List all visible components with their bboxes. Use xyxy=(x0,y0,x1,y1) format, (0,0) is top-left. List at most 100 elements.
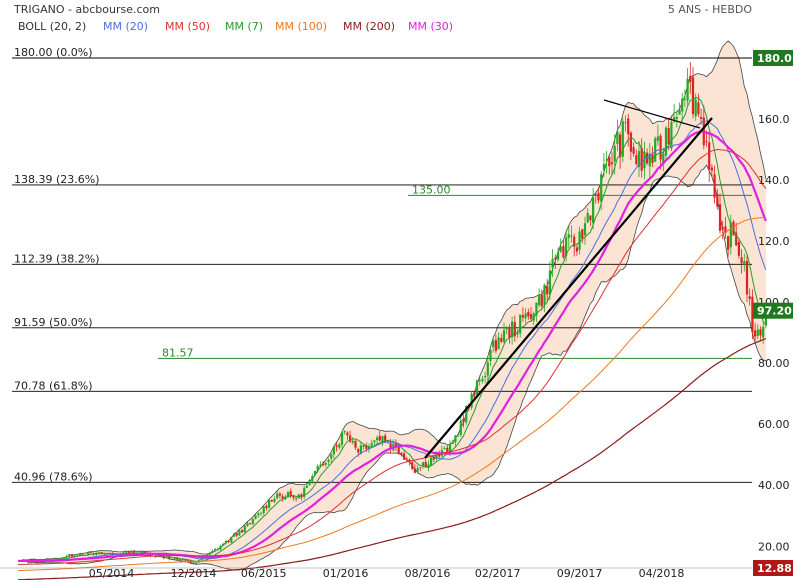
trend-lines xyxy=(424,99,713,459)
candle-body xyxy=(735,232,738,246)
ma30-line xyxy=(17,129,767,563)
x-tick-label: 12/2014 xyxy=(171,567,217,580)
candle-body xyxy=(289,491,292,496)
candle-body xyxy=(583,223,587,236)
candle-body xyxy=(743,261,746,265)
candle-body xyxy=(351,440,354,443)
candle-body xyxy=(737,242,740,256)
x-tick-label: 09/2017 xyxy=(557,567,603,580)
candle-body xyxy=(586,213,589,223)
candle-body xyxy=(430,457,433,466)
legend-item: MM (7) xyxy=(225,20,263,33)
candle-body xyxy=(54,558,57,560)
candle-body xyxy=(362,444,365,447)
bottom-price-badge: 12.88 xyxy=(757,562,792,575)
candle-body xyxy=(578,231,581,250)
candle-body xyxy=(662,153,665,163)
candle-body xyxy=(489,349,492,361)
level-label: 135.00 xyxy=(412,183,451,196)
candle-body xyxy=(632,147,635,154)
candle-body xyxy=(594,194,597,196)
x-tick-label: 01/2016 xyxy=(323,567,369,580)
chart-title: TRIGANO - abcbourse.com xyxy=(13,3,160,16)
candle-body xyxy=(276,493,279,499)
candle-body xyxy=(184,559,187,561)
candle-body xyxy=(65,556,68,558)
candle-body xyxy=(718,204,722,231)
overlay-labels: TRIGANO - abcbourse.com 5 ANS - HEBDO BOLL… xyxy=(0,3,793,580)
candle-body xyxy=(381,436,384,442)
candle-body xyxy=(459,420,462,435)
candle-body xyxy=(249,523,252,524)
candle-body xyxy=(305,485,308,488)
candle-body xyxy=(457,434,460,435)
candle-body xyxy=(170,559,173,560)
candle-body xyxy=(727,236,730,250)
candle-body xyxy=(254,515,257,519)
candle-body xyxy=(335,445,338,447)
candle-body xyxy=(435,452,438,459)
candle-body xyxy=(637,150,641,168)
candle-body xyxy=(724,226,727,234)
candle-body xyxy=(475,380,479,395)
candle-body xyxy=(238,530,241,536)
candle-body xyxy=(621,121,624,157)
candle-body xyxy=(378,435,381,441)
candle-body xyxy=(243,525,246,533)
candle-body xyxy=(532,313,535,321)
candle-body xyxy=(505,326,508,330)
candle-body xyxy=(246,522,249,526)
candle-body xyxy=(454,435,457,443)
candle-body xyxy=(486,362,489,376)
candle-body xyxy=(278,493,281,496)
candle-body xyxy=(613,145,616,162)
candle-body xyxy=(354,440,357,448)
candle-body xyxy=(313,471,317,476)
candle-body xyxy=(538,294,541,306)
x-tick-label: 04/2018 xyxy=(639,567,685,580)
legend-item: MM (30) xyxy=(408,20,453,33)
candle-body xyxy=(554,257,557,260)
candle-body xyxy=(751,296,754,333)
candle-body xyxy=(708,142,711,170)
candle-body xyxy=(349,435,352,442)
fib-label: 40.96 (78.6%) xyxy=(14,470,93,483)
resistance-trendline xyxy=(603,99,701,129)
candle-body xyxy=(529,314,533,319)
candle-body xyxy=(497,337,500,350)
candle-body xyxy=(403,453,406,460)
candle-body xyxy=(664,127,668,156)
x-tick-label: 05/2014 xyxy=(89,567,135,580)
candle-body xyxy=(556,252,560,260)
bollinger-lower xyxy=(17,164,766,571)
fib-label: 91.59 (50.0%) xyxy=(14,316,93,329)
candle-body xyxy=(411,462,414,469)
candle-body xyxy=(316,465,319,472)
y-tick-label: 140.0 xyxy=(758,174,790,187)
candle-body xyxy=(616,131,619,144)
candle-body xyxy=(270,499,273,502)
candle-body xyxy=(340,432,344,445)
candle-body xyxy=(762,326,765,338)
candle-body xyxy=(365,445,368,449)
candle-body xyxy=(654,138,657,162)
period-label: 5 ANS - HEBDO xyxy=(668,3,752,16)
candle-body xyxy=(670,121,673,149)
candle-body xyxy=(178,559,182,561)
candle-body xyxy=(756,329,759,336)
moving-averages xyxy=(17,96,767,580)
candle-body xyxy=(694,99,697,117)
candle-body xyxy=(478,380,481,382)
candle-body xyxy=(103,553,106,555)
candle-body xyxy=(678,109,681,115)
candle-body xyxy=(327,459,330,463)
candle-body xyxy=(640,147,643,171)
candle-body xyxy=(592,197,595,224)
candle-body xyxy=(251,519,254,524)
candle-body xyxy=(92,552,95,555)
candle-body xyxy=(224,540,227,544)
candle-body xyxy=(656,136,659,141)
candle-body xyxy=(516,332,519,335)
y-tick-label: 60.00 xyxy=(758,418,790,431)
candle-body xyxy=(176,557,179,560)
